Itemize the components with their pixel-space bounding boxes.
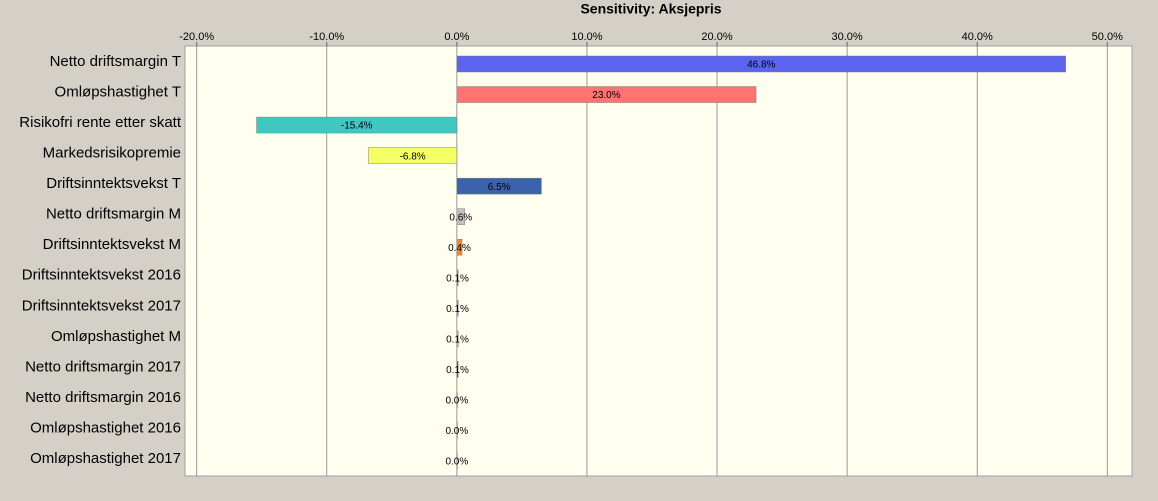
x-tick-label: -10.0%: [309, 31, 344, 43]
bar: [456, 177, 542, 195]
value-label: 0.1%: [446, 304, 469, 315]
x-tick-label: 0.0%: [444, 31, 469, 43]
x-tick-label: 20.0%: [701, 31, 732, 43]
bar: [456, 238, 463, 256]
x-tick-label: 50.0%: [1092, 31, 1123, 43]
value-label: 0.6%: [449, 212, 472, 223]
bar: [456, 361, 459, 378]
value-label: 6.5%: [488, 182, 511, 193]
value-label: 0.1%: [446, 273, 469, 284]
y-tick-label: Omløpshastighet 2016: [30, 419, 181, 436]
y-tick-label: Omløpshastighet 2017: [30, 450, 181, 467]
y-tick-label: Risikofri rente etter skatt: [19, 114, 182, 131]
bar: [256, 116, 458, 134]
bar: [456, 422, 458, 439]
value-label: -15.4%: [341, 121, 373, 132]
bar: [456, 452, 458, 470]
bar: [456, 86, 757, 103]
y-tick-label: Markedsrisikopremie: [43, 145, 181, 162]
chart-title: Sensitivity: Aksjepris: [580, 1, 721, 17]
y-tick-label: Netto driftsmargin M: [46, 206, 181, 223]
y-tick-label: Omløpshastighet M: [51, 328, 181, 345]
y-tick-label: Driftsinntektsvekst M: [43, 236, 181, 253]
bar: [368, 147, 458, 164]
bar: [456, 208, 465, 225]
x-tick-label: 30.0%: [832, 31, 863, 43]
y-tick-label: Driftsinntektsvekst T: [46, 175, 181, 192]
y-tick-label: Driftsinntektsvekst 2017: [22, 297, 181, 314]
bar: [456, 269, 459, 287]
x-tick-label: -20.0%: [179, 31, 214, 43]
bar: [456, 391, 458, 409]
value-label: 0.4%: [448, 243, 471, 254]
y-tick-label: Netto driftsmargin 2016: [25, 389, 181, 406]
y-tick-label: Netto driftsmargin 2017: [25, 358, 181, 375]
value-label: -6.8%: [400, 151, 426, 162]
value-label: 0.1%: [446, 365, 469, 376]
bar: [456, 330, 459, 348]
y-tick-label: Netto driftsmargin T: [50, 53, 181, 70]
value-label: 0.1%: [446, 334, 469, 345]
value-label: 0.0%: [445, 426, 468, 437]
value-label: 23.0%: [592, 90, 620, 101]
bar: [456, 55, 1066, 73]
x-tick-label: 10.0%: [571, 31, 602, 43]
y-tick-label: Driftsinntektsvekst 2016: [22, 267, 181, 284]
value-label: 46.8%: [747, 60, 775, 71]
value-label: 0.0%: [445, 457, 468, 468]
y-tick-label: Omløpshastighet T: [55, 84, 181, 101]
value-label: 0.0%: [445, 396, 468, 407]
bar: [456, 300, 459, 317]
x-tick-label: 40.0%: [962, 31, 993, 43]
